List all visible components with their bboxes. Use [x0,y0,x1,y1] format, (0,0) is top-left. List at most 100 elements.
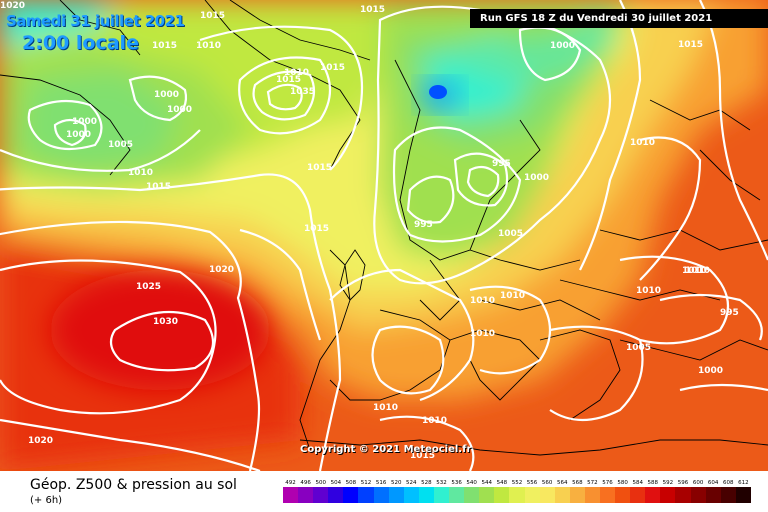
isobar-label: 1000 [698,366,723,376]
isobar-label: 1020 [28,436,53,446]
color-scale-step: 572 [584,479,600,503]
color-scale-value: 496 [298,479,314,487]
isobar-label: 1010 [470,329,495,339]
geopotential-color-field [0,0,768,471]
color-scale-step: 536 [449,479,465,503]
color-scale-step: 576 [599,479,616,503]
color-scale: 492 496 500 504 508 512 516 520 524 528 532 536 540 5… [283,479,751,503]
color-scale-value: 564 [554,479,570,487]
isobar-label: 1015 [410,451,435,461]
color-scale-value: 556 [524,479,540,487]
isobar-label: 1015 [360,5,385,15]
color-scale-value: 540 [464,479,480,487]
isobar-label: 1025 [136,282,161,292]
color-scale-value: 588 [645,479,661,487]
color-scale-value: 508 [343,479,359,487]
color-scale-step: 540 [464,479,480,503]
isobar-label: 1010 [196,41,221,51]
color-scale-value: 584 [630,479,646,487]
color-scale-step: 528 [418,479,434,503]
isobar-label: 1010 [500,291,525,301]
color-scale-value: 560 [539,479,555,487]
color-scale-step: 532 [433,479,450,503]
isobar-label: 1030 [153,317,178,327]
color-scale-step: 552 [509,479,525,503]
color-scale-value: 548 [494,479,510,487]
color-scale-value: 536 [449,479,465,487]
color-scale-value: 568 [569,479,585,487]
forecast-step: (+ 6h) [30,495,63,506]
color-scale-step: 580 [615,479,631,503]
isobar-label: 1015 [146,182,171,192]
isobar-label: 1010 [682,266,707,276]
isobar-label: 995 [720,308,739,318]
color-scale-step: 516 [373,479,389,503]
isobar-label: 1015 [152,41,177,51]
isobar-label: 1005 [498,229,523,239]
isobar-label: 1015 [320,63,345,73]
color-scale-value: 528 [418,479,434,487]
color-scale-value: 524 [403,479,419,487]
color-scale-step: 588 [645,479,661,503]
isobar-label: 1000 [550,41,575,51]
model-run-info: Run GFS 18 Z du Vendredi 30 juillet 2021 [470,9,768,28]
color-scale-step: 600 [690,479,706,503]
isobar-label: 1000 [66,130,91,140]
isobar-label: 1000 [167,105,192,115]
geopotential-pressure-map: 1020 1015 1015 1010 1015 1015 1010 1000 1015 1035… [0,0,768,471]
isobar-label: 1035 [290,87,315,97]
color-scale-step: 564 [554,479,570,503]
isobar-label: 1015 [200,11,225,21]
color-scale-step: 508 [343,479,359,503]
color-scale-step: 608 [720,479,736,503]
color-scale-value: 572 [584,479,600,487]
color-scale-step: 544 [479,479,495,503]
isobar-lines [0,0,768,471]
isobar-label: 1020 [0,1,25,11]
color-scale-value: 600 [690,479,706,487]
color-scale-step: 604 [705,479,721,503]
color-scale-step: 612 [735,479,751,503]
isobar-label: 1015 [304,224,329,234]
isobar-label: 1010 [685,266,710,276]
color-scale-value: 592 [660,479,676,487]
color-scale-value: 544 [479,479,495,487]
color-scale-step: 548 [494,479,510,503]
isobar-label: 1010 [284,68,309,78]
color-scale-value: 580 [615,479,631,487]
isobar-label: 1000 [154,90,179,100]
color-scale-value: 608 [720,479,736,487]
color-scale-value: 576 [599,479,616,487]
isobar-label: 1005 [626,343,651,353]
color-scale-value: 516 [373,479,389,487]
color-scale-step: 492 [283,479,299,503]
forecast-date: Samedi 31 juillet 2021 [6,12,185,30]
color-scale-step: 568 [569,479,585,503]
color-scale-value: 596 [675,479,691,487]
isobar-label: 1010 [128,168,153,178]
isobar-labels: 1020 1015 1015 1010 1015 1015 1010 1000 1015 1035… [0,1,739,461]
isobar-label: 1010 [422,416,447,426]
coastlines [0,0,768,456]
color-scale-value: 504 [328,479,344,487]
isobar-label: 1015 [678,40,703,50]
isobar-label: 1010 [636,286,661,296]
color-scale-step: 496 [298,479,314,503]
color-scale-step: 520 [388,479,404,503]
copyright-notice: Copyright © 2021 Meteociel.fr [300,444,472,455]
color-scale-step: 556 [524,479,540,503]
isobar-label: 1010 [373,403,398,413]
isobar-label: 1000 [524,173,549,183]
color-scale-value: 552 [509,479,525,487]
color-scale-value: 500 [313,479,329,487]
isobar-label: 1000 [72,117,97,127]
color-scale-value: 520 [388,479,404,487]
isobar-label: 1010 [630,138,655,148]
color-scale-step: 584 [630,479,646,503]
color-scale-value: 492 [283,479,299,487]
color-scale-value: 532 [433,479,450,487]
color-scale-value: 612 [735,479,751,487]
color-scale-value: 604 [705,479,721,487]
isobar-label: 1010 [470,296,495,306]
